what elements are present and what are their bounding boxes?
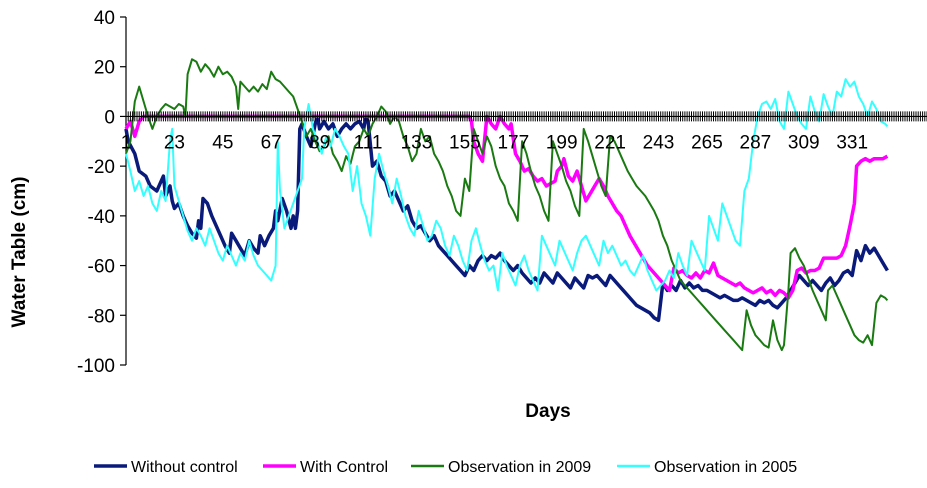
x-axis-tick-labels: 1 23 45 67 89 111 133 155 177 199 221 243 265 287 309 3… bbox=[121, 132, 868, 153]
y-tick-label: 40 bbox=[94, 8, 115, 29]
x-tick-label: 287 bbox=[740, 132, 772, 153]
legend: Without control With Control Observation i… bbox=[94, 459, 797, 476]
x-tick-label: 177 bbox=[497, 132, 529, 153]
x-tick-label: 133 bbox=[401, 132, 433, 153]
y-tick-label: -40 bbox=[88, 207, 115, 228]
x-tick-label: 199 bbox=[546, 132, 578, 153]
x-tick-label: 243 bbox=[643, 132, 675, 153]
x-axis-title: Days bbox=[525, 401, 570, 422]
x-tick-label: 309 bbox=[788, 132, 820, 153]
x-tick-label: 265 bbox=[691, 132, 723, 153]
series-line-4 bbox=[125, 78, 889, 292]
series-line-3 bbox=[125, 58, 889, 352]
x-tick-label: 45 bbox=[212, 132, 233, 153]
y-axis-ticks: 40 20 0 -20 -40 -60 -80 -100 bbox=[77, 8, 126, 377]
zero-axis-line bbox=[125, 111, 927, 122]
plot-area: 40 20 0 -20 -40 -60 -80 -100 1 23 45 67 89 111 133 155… bbox=[77, 8, 927, 377]
x-tick-label: 111 bbox=[354, 132, 383, 153]
x-tick-label: 67 bbox=[261, 132, 282, 153]
y-tick-label: -60 bbox=[88, 257, 115, 278]
y-tick-label: -20 bbox=[88, 157, 115, 178]
x-tick-label: 89 bbox=[309, 132, 330, 153]
x-tick-label: 1 bbox=[121, 132, 132, 153]
y-tick-label: 20 bbox=[94, 58, 115, 79]
y-axis-title: Water Table (cm) bbox=[9, 177, 30, 328]
legend-label-3: Observation in 2009 bbox=[448, 459, 591, 476]
legend-label-1: Without control bbox=[131, 459, 238, 476]
x-tick-label: 155 bbox=[449, 132, 481, 153]
x-axis-day-ticks bbox=[125, 111, 927, 122]
y-tick-label: -100 bbox=[77, 356, 115, 377]
y-tick-label: 0 bbox=[104, 107, 115, 128]
x-tick-label: 23 bbox=[164, 132, 185, 153]
x-tick-label: 331 bbox=[836, 132, 868, 153]
x-tick-label: 221 bbox=[594, 132, 626, 153]
legend-label-2: With Control bbox=[300, 459, 388, 476]
series-layer bbox=[124, 58, 889, 352]
legend-label-4: Observation in 2005 bbox=[654, 459, 797, 476]
y-tick-label: -80 bbox=[88, 306, 115, 327]
